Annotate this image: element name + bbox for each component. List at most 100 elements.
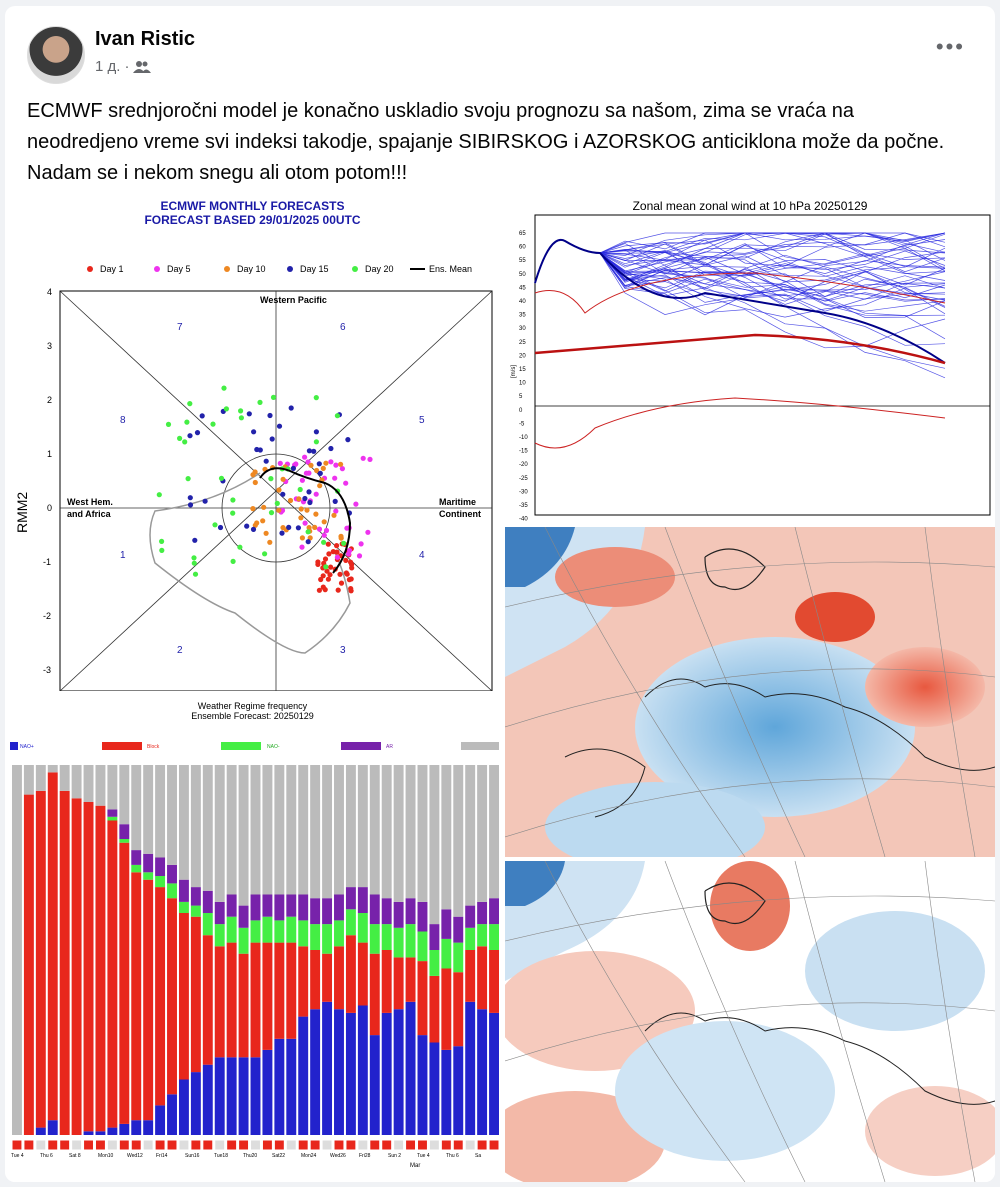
bar-ar [322, 898, 333, 925]
bar-other [298, 765, 309, 895]
mjo-member-dot [343, 557, 349, 563]
bar-nao-plus [107, 1127, 118, 1135]
mjo-member-dot [302, 454, 308, 460]
mjo-member-dot [339, 466, 345, 472]
legend-nao-plus-swatch [10, 742, 18, 750]
wind-ytick: 45 [519, 285, 526, 291]
regime-xtick: Wed26 [330, 1153, 346, 1159]
mjo-member-dot [312, 524, 318, 530]
bar-nao-plus [310, 1009, 321, 1135]
regime-title: Weather Regime frequency [197, 701, 308, 711]
bar-nao-plus [202, 1064, 213, 1135]
mjo-member-dot [267, 412, 273, 419]
legend-day10: Day 10 [237, 264, 266, 274]
phase-8: 8 [120, 415, 126, 426]
mjo-member-dot [159, 547, 165, 553]
temperature-anomaly-map-2[interactable] [505, 861, 995, 1182]
bar-nao-minus [262, 916, 273, 943]
mjo-member-dot [302, 495, 308, 502]
bar-nao-plus [393, 1009, 404, 1135]
zonal-wind-image[interactable]: Zonal mean zonal wind at 10 hPa 20250129… [505, 197, 995, 523]
weather-regime-image[interactable]: Weather Regime frequency Ensemble Foreca… [5, 697, 500, 1182]
mjo-member-dot [343, 480, 349, 486]
mjo-member-dot [334, 549, 340, 555]
author-name[interactable]: Ivan Ristic [95, 28, 196, 50]
mjo-member-dot [343, 570, 349, 576]
mjo-member-dot [314, 467, 320, 474]
bar-nao-plus [190, 1072, 201, 1135]
mjo-member-dot [221, 385, 227, 391]
bar-ar [393, 901, 404, 928]
mjo-member-dot [238, 415, 244, 421]
bar-other [155, 765, 166, 858]
mjo-member-dot [298, 515, 304, 521]
regime-xtick: Sat 8 [69, 1153, 81, 1159]
bar-ar [178, 879, 189, 902]
wind-ytick: 35 [519, 313, 526, 319]
phase-7: 7 [177, 322, 183, 333]
bar-ar [226, 894, 237, 917]
mjo-member-dot [320, 573, 326, 579]
bar-other [274, 765, 285, 895]
mjo-member-dot [287, 497, 294, 504]
friends-audience-icon[interactable] [133, 60, 152, 74]
bar-nao-minus [178, 901, 189, 913]
legend-mean: Ens. Mean [429, 264, 472, 274]
mjo-member-dot [323, 460, 329, 466]
bar-nao-plus [417, 1035, 428, 1135]
mjo-member-dot [184, 419, 190, 425]
wind-ytick: -5 [519, 421, 525, 427]
region-right-2: Continent [439, 509, 481, 519]
bar-ar [202, 890, 213, 913]
bar-ar [357, 887, 368, 913]
mjo-phase-image[interactable]: ECMWF MONTHLY FORECASTS FORECAST BASED 2… [5, 197, 500, 691]
bar-ar [441, 909, 452, 939]
regime-dominant-marker [452, 1139, 464, 1151]
mjo-member-dot [302, 520, 308, 526]
regime-dominant-marker [428, 1139, 440, 1151]
mjo-member-dot [338, 533, 344, 539]
legend-day20: Day 20 [365, 264, 394, 274]
bar-nao-minus [119, 839, 130, 843]
mjo-member-dot [182, 439, 188, 445]
regime-dominant-marker [285, 1139, 297, 1151]
temperature-anomaly-map-1[interactable] [505, 527, 995, 857]
bar-ar [143, 853, 154, 873]
mjo-member-dot [250, 506, 256, 512]
bar-other [381, 765, 392, 899]
mjo-member-dot [332, 475, 338, 481]
bar-block [238, 953, 249, 1058]
regime-dominant-marker [59, 1139, 71, 1151]
regime-dominant-marker [83, 1139, 94, 1151]
regime-xtick: Tue 4 [11, 1153, 24, 1159]
mjo-member-dot [334, 413, 340, 419]
avatar[interactable] [27, 26, 85, 84]
regime-xtick: Tue18 [214, 1153, 228, 1159]
bar-other [465, 765, 476, 906]
bar-nao-plus [226, 1057, 237, 1135]
regime-dominant-marker [154, 1139, 166, 1151]
more-options-icon[interactable]: ••• [935, 34, 965, 59]
mjo-member-dot [313, 511, 319, 517]
bar-ar [274, 894, 285, 921]
wind-climatology [534, 333, 946, 365]
bar-other [334, 765, 344, 895]
bar-ar [369, 894, 380, 925]
bar-other [310, 765, 321, 899]
bar-block [477, 946, 488, 1010]
legend-nao-plus: NAO+ [20, 744, 34, 750]
bar-ar [298, 894, 309, 921]
post-time[interactable]: 1 д. [95, 58, 121, 75]
mjo-member-dot [254, 520, 260, 526]
mjo-member-dot [333, 462, 339, 468]
regime-dominant-marker [166, 1139, 178, 1151]
ytick: -1 [43, 557, 51, 567]
bar-ar [381, 898, 392, 925]
wind-ytick: -20 [519, 462, 528, 468]
mjo-member-dot [338, 580, 345, 586]
mjo-member-dot [305, 529, 311, 535]
bar-nao-plus [405, 1001, 416, 1135]
wind-ytick: 50 [519, 272, 526, 278]
mjo-member-dot [356, 553, 363, 559]
regime-dominant-marker [214, 1139, 226, 1151]
